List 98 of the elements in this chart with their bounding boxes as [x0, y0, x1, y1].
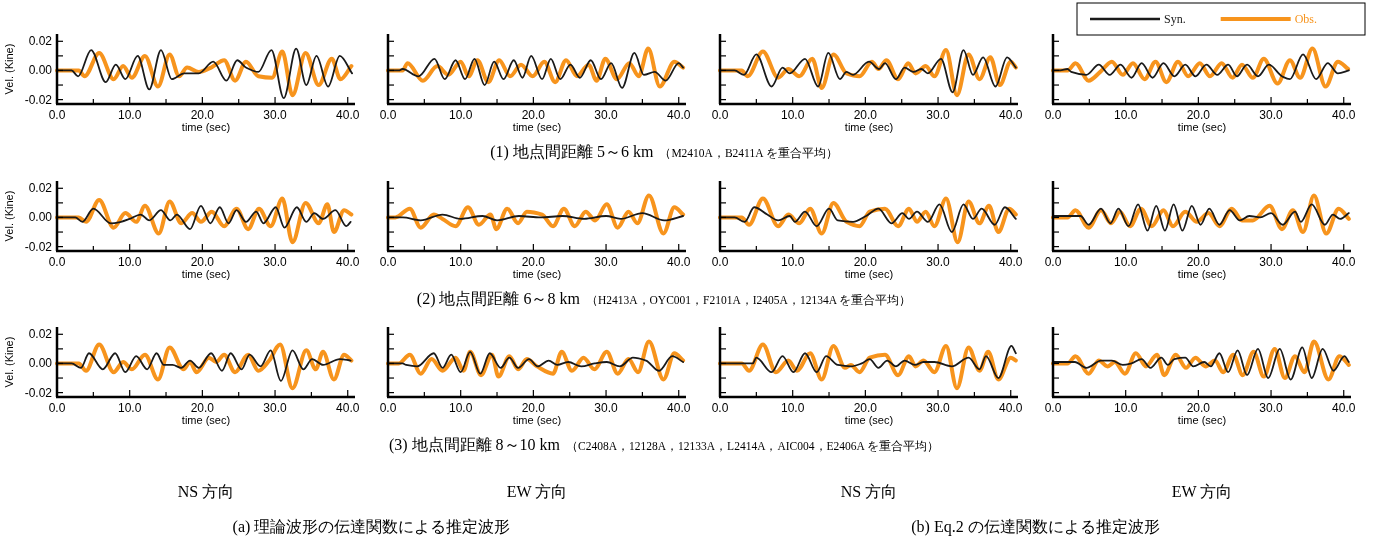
y-tick-label: 0.00 [28, 63, 53, 78]
y-tick-label: 0.00 [28, 210, 53, 225]
x-tick-label: 40.0 [999, 401, 1023, 415]
x-tick-label: 40.0 [336, 108, 360, 122]
y-tick-label: 0.02 [28, 327, 53, 342]
series-label: Obs. [1294, 12, 1318, 26]
x-axis-title: time (sec) [844, 121, 894, 133]
y-axis-title: Vel. (Kine) [3, 336, 15, 388]
x-axis-title: time (sec) [1177, 414, 1227, 426]
x-tick-label: 40.0 [667, 255, 691, 269]
x-tick-label: 30.0 [594, 255, 619, 269]
text: （C2408A，12128A，12133A，L2414A，AIC004，E2406A を重合平均） [566, 440, 940, 453]
x-tick-label: 20.0 [190, 108, 215, 122]
x-tick-label: 40.0 [1332, 401, 1356, 415]
x-tick-label: 30.0 [594, 108, 619, 122]
x-tick-label: 40.0 [336, 401, 360, 415]
x-tick-label: 10.0 [449, 108, 473, 122]
x-tick-label: 0.0 [379, 401, 397, 415]
x-tick-label: 30.0 [263, 108, 288, 122]
x-tick-label: 20.0 [521, 255, 546, 269]
text: （M2410A，B2411A を重合平均） [659, 147, 838, 160]
y-tick-label: -0.02 [24, 385, 53, 400]
x-tick-label: 0.0 [48, 401, 66, 415]
y-tick-label: -0.02 [24, 92, 53, 107]
x-tick-label: 0.0 [379, 255, 397, 269]
x-tick-label: 10.0 [1114, 108, 1138, 122]
x-axis-title: time (sec) [181, 268, 231, 280]
x-tick-label: 40.0 [1332, 255, 1356, 269]
text: (3) 地点間距離 8～10 km [388, 436, 561, 454]
text: EW 方向 [1171, 483, 1233, 500]
x-axis-title: time (sec) [844, 414, 894, 426]
x-tick-label: 10.0 [1114, 401, 1138, 415]
x-tick-label: 10.0 [449, 401, 473, 415]
x-tick-label: 0.0 [711, 255, 729, 269]
x-tick-label: 30.0 [1259, 255, 1284, 269]
x-tick-label: 0.0 [48, 255, 66, 269]
x-tick-label: 30.0 [594, 401, 619, 415]
x-tick-label: 10.0 [118, 255, 142, 269]
y-axis-title: Vel. (Kine) [3, 190, 15, 242]
x-axis-title: time (sec) [1177, 268, 1227, 280]
x-axis-title: time (sec) [512, 268, 562, 280]
x-tick-label: 30.0 [263, 255, 288, 269]
x-tick-label: 0.0 [379, 108, 397, 122]
x-tick-label: 20.0 [521, 108, 546, 122]
x-tick-label: 30.0 [926, 255, 951, 269]
x-tick-label: 20.0 [853, 255, 878, 269]
x-axis-title: time (sec) [181, 121, 231, 133]
x-tick-label: 20.0 [1186, 108, 1211, 122]
x-tick-label: 20.0 [521, 401, 546, 415]
x-axis-title: time (sec) [181, 414, 231, 426]
x-tick-label: 10.0 [449, 255, 473, 269]
x-tick-label: 30.0 [1259, 401, 1284, 415]
x-axis-title: time (sec) [512, 121, 562, 133]
y-tick-label: 0.02 [28, 181, 53, 196]
x-tick-label: 10.0 [781, 401, 805, 415]
text: (1) 地点間距離 5～6 km [490, 143, 654, 161]
x-tick-label: 20.0 [190, 401, 215, 415]
text: NS 方向 [840, 483, 898, 500]
x-axis-title: time (sec) [512, 414, 562, 426]
x-tick-label: 30.0 [926, 401, 951, 415]
x-tick-label: 30.0 [1259, 108, 1284, 122]
text: (2) 地点間距離 6～8 km [416, 290, 581, 308]
x-tick-label: 40.0 [667, 108, 691, 122]
x-tick-label: 40.0 [667, 401, 691, 415]
y-tick-label: -0.02 [24, 239, 53, 254]
x-tick-label: 20.0 [853, 401, 878, 415]
y-tick-label: 0.02 [28, 34, 53, 49]
y-tick-label: 0.00 [28, 356, 53, 371]
y-axis-title: Vel. (Kine) [3, 43, 15, 95]
x-tick-label: 20.0 [1186, 401, 1211, 415]
x-tick-label: 10.0 [118, 108, 142, 122]
text: NS 方向 [177, 483, 235, 500]
x-tick-label: 20.0 [853, 108, 878, 122]
x-tick-label: 0.0 [1044, 401, 1062, 415]
x-tick-label: 40.0 [999, 108, 1023, 122]
x-tick-label: 30.0 [926, 108, 951, 122]
x-tick-label: 10.0 [781, 255, 805, 269]
x-tick-label: 20.0 [190, 255, 215, 269]
x-tick-label: 0.0 [711, 108, 729, 122]
x-tick-label: 10.0 [1114, 255, 1138, 269]
legend: Syn. Obs. [1076, 2, 1366, 36]
x-tick-label: 40.0 [1332, 108, 1356, 122]
x-tick-label: 40.0 [336, 255, 360, 269]
x-axis-title: time (sec) [1177, 121, 1227, 133]
x-tick-label: 0.0 [48, 108, 66, 122]
text: （H2413A，OYC001，F2101A，I2405A，12134A を重合平均） [585, 294, 912, 307]
text: (a) 理論波形の伝達関数による推定波形 [232, 518, 511, 536]
x-tick-label: 0.0 [1044, 255, 1062, 269]
x-tick-label: 0.0 [1044, 108, 1062, 122]
text: EW 方向 [506, 483, 568, 500]
text: (b) Eq.2 の伝達関数による推定波形 [911, 518, 1160, 536]
x-tick-label: 0.0 [711, 401, 729, 415]
x-tick-label: 10.0 [781, 108, 805, 122]
x-axis-title: time (sec) [844, 268, 894, 280]
x-tick-label: 30.0 [263, 401, 288, 415]
x-tick-label: 20.0 [1186, 255, 1211, 269]
x-tick-label: 10.0 [118, 401, 142, 415]
x-tick-label: 40.0 [999, 255, 1023, 269]
